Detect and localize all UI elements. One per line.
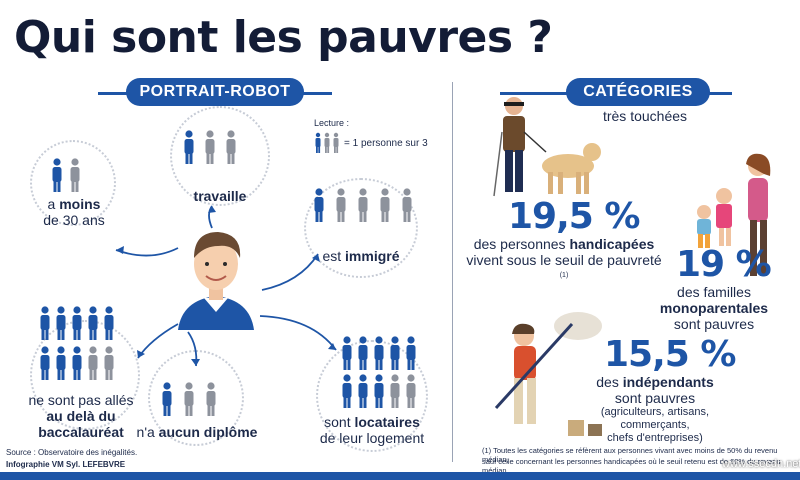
categories-header: CATÉGORIES xyxy=(566,78,710,106)
mono-caption: des familles monoparentales sont pauvres xyxy=(659,284,769,332)
circle-tenant xyxy=(316,340,428,452)
caption-work: travaille xyxy=(193,188,247,204)
footnote-line1: (1) Toutes les catégories se réfèrent au… xyxy=(482,446,778,464)
indep-percentage: 15,5 % xyxy=(604,334,736,375)
caption-bac: ne sont pas allés au delà du baccalauréat xyxy=(28,392,134,440)
page-title: Qui sont les pauvres ? xyxy=(14,12,553,63)
categories-subtitle: très touchées xyxy=(602,108,688,124)
indep-caption: des indépendants sont pauvres xyxy=(596,374,714,406)
circle-immigrant xyxy=(304,178,418,278)
portrait-header: PORTRAIT-ROBOT xyxy=(126,78,304,106)
footnote-line2: sauf celle concernant les personnes hand… xyxy=(482,457,781,475)
painter-illustration xyxy=(494,312,602,436)
bottom-bar xyxy=(0,472,800,480)
caption-immigrant: est immigré xyxy=(322,248,400,264)
legend-people-icon xyxy=(315,132,339,153)
handicap-percentage: 19,5 % xyxy=(508,196,640,237)
caption-diploma: n'a aucun diplôme xyxy=(136,424,258,440)
man-portrait xyxy=(178,232,254,330)
caption-tenant: sont locataires de leur logement xyxy=(319,414,425,446)
indep-detail: (agriculteurs, artisans, commerçants, che… xyxy=(600,406,710,444)
caption-age: a moins de 30 ans xyxy=(43,196,105,228)
circle-work xyxy=(170,106,270,206)
mono-percentage: 19 % xyxy=(676,244,772,285)
legend-text: = 1 personne sur 3 xyxy=(344,138,428,149)
legend-label: Lecture : xyxy=(314,118,350,128)
blind-man-with-dog-illustration xyxy=(493,97,601,197)
handicap-caption: des personnes handicapées vivent sous le… xyxy=(466,236,662,279)
single-parent-family-illustration xyxy=(697,153,771,276)
circle-bac xyxy=(30,320,140,430)
circle-age xyxy=(30,140,116,226)
column-divider xyxy=(452,82,453,462)
source-text: Source : Observatoire des inégalités. xyxy=(6,448,138,457)
credit-text: Infographie VM Syl. LEFEBVRE xyxy=(6,460,126,469)
watermark: www.ssecdn.net xyxy=(722,458,800,470)
